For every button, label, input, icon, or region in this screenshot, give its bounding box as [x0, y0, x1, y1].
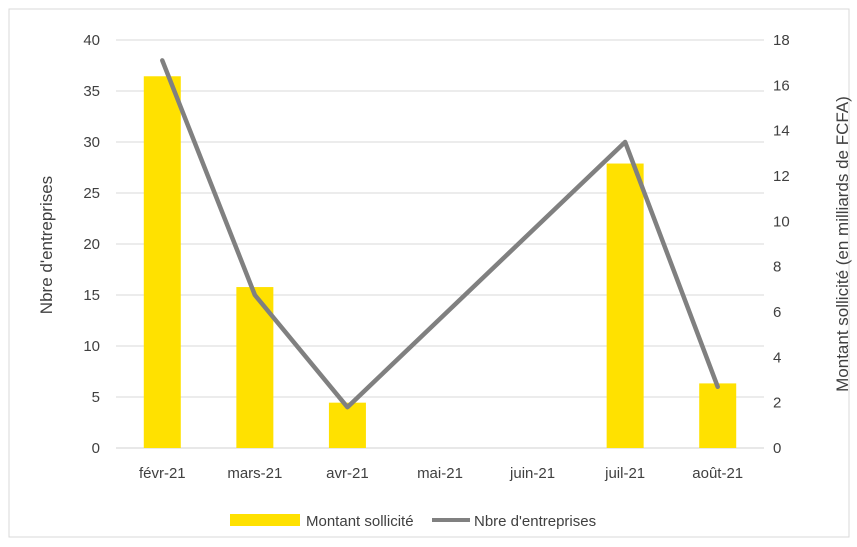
y-left-tick-label: 35 [83, 83, 100, 100]
y-left-tick-label: 25 [83, 185, 100, 202]
x-tick-label: mars-21 [227, 465, 282, 482]
y-right-tick-label: 6 [773, 304, 781, 321]
y-right-tick-label: 4 [773, 349, 781, 366]
y-right-tick-label: 18 [773, 32, 790, 49]
y-right-axis-title: Montant sollicité (en milliards de FCFA) [833, 96, 852, 392]
y-left-tick-label: 20 [83, 236, 100, 253]
bar [329, 403, 366, 448]
bar [699, 383, 736, 448]
y-right-tick-label: 2 [773, 395, 781, 412]
bar [607, 164, 644, 448]
x-tick-label: juin-21 [509, 465, 555, 482]
y-left-tick-label: 0 [92, 440, 100, 457]
y-right-tick-label: 12 [773, 168, 790, 185]
x-tick-label: mai-21 [417, 465, 463, 482]
legend-swatch-bar [230, 514, 300, 526]
y-left-tick-label: 30 [83, 134, 100, 151]
y-right-tick-label: 0 [773, 440, 781, 457]
x-tick-label: juil-21 [604, 465, 645, 482]
y-right-tick-label: 14 [773, 123, 790, 140]
y-right-tick-label: 16 [773, 77, 790, 94]
y-left-axis-title: Nbre d'entreprises [37, 176, 56, 314]
y-left-tick-label: 10 [83, 338, 100, 355]
x-tick-label: févr-21 [139, 465, 186, 482]
y-right-tick-label: 10 [773, 213, 790, 230]
y-left-tick-label: 5 [92, 389, 100, 406]
y-right-tick-label: 8 [773, 259, 781, 276]
y-left-tick-label: 40 [83, 32, 100, 49]
legend-label-bar: Montant sollicité [306, 513, 414, 530]
chart-border [9, 9, 849, 537]
y-left-tick-label: 15 [83, 287, 100, 304]
x-tick-label: août-21 [692, 465, 743, 482]
x-tick-label: avr-21 [326, 465, 369, 482]
legend-label-line: Nbre d'entreprises [474, 513, 596, 530]
bar [144, 76, 181, 448]
